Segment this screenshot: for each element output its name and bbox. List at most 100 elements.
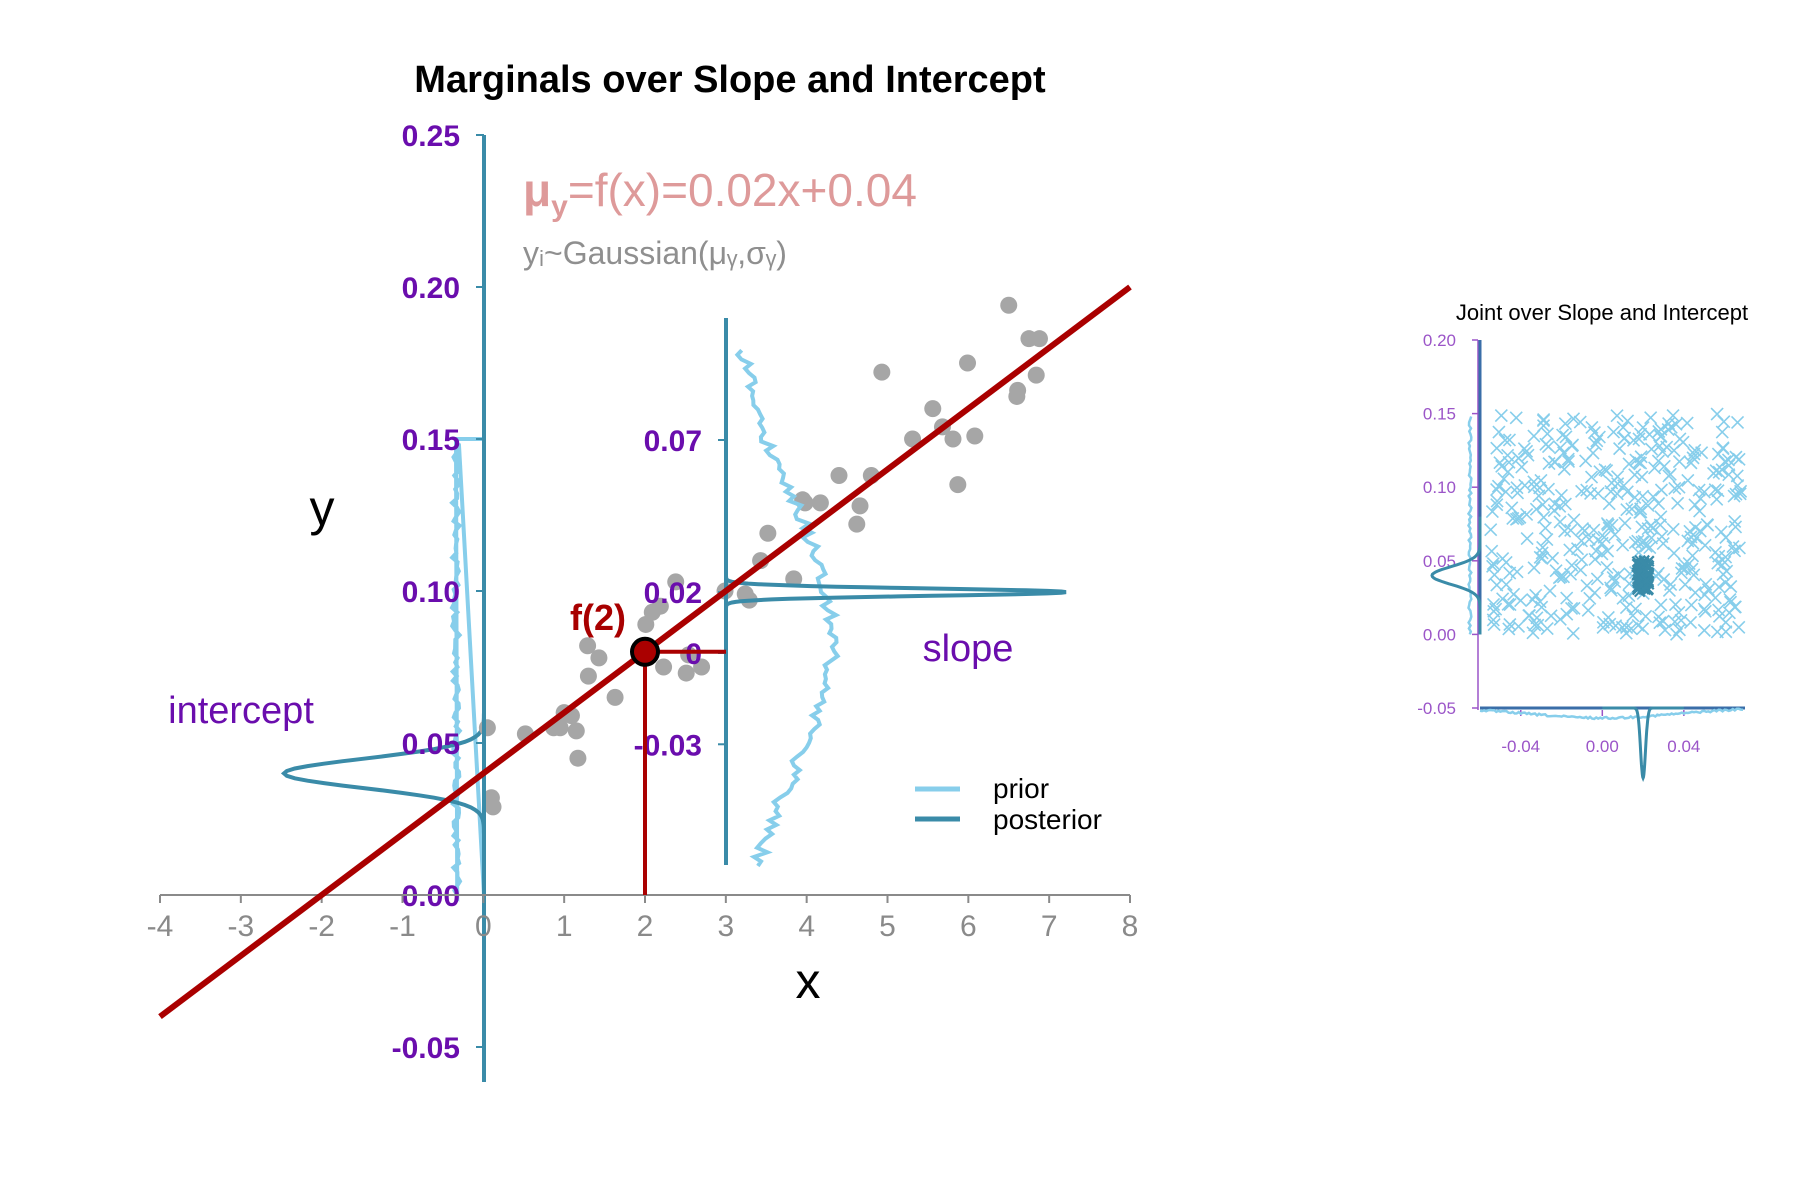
prior-sample <box>1654 598 1668 612</box>
data-point <box>606 688 624 706</box>
prior-sample <box>1632 432 1646 446</box>
prior-sample <box>1616 538 1630 552</box>
prior-sample <box>1644 411 1658 425</box>
prior-sample <box>1601 610 1615 624</box>
prior-sample <box>1558 497 1572 511</box>
prior-sample <box>1724 579 1738 594</box>
data-point <box>851 497 869 515</box>
prior-sample <box>1545 551 1560 565</box>
joint-x-tick-label: -0.04 <box>1501 737 1540 756</box>
prior-sample <box>1554 488 1568 503</box>
prior-sample <box>1719 530 1733 545</box>
prior-sample <box>1598 463 1612 477</box>
prior-sample <box>1634 450 1648 464</box>
prior-sample <box>1582 532 1596 546</box>
prior-sample <box>1610 470 1625 484</box>
prior-sample <box>1684 530 1698 544</box>
data-point <box>759 524 777 542</box>
prior-sample <box>1537 413 1551 427</box>
prior-sample <box>1604 583 1618 597</box>
prior-sample <box>1671 496 1685 510</box>
prior-sample <box>1723 595 1738 609</box>
prior-sample <box>1620 503 1634 517</box>
x-tick-label: -2 <box>308 910 335 943</box>
prior-sample <box>1693 524 1707 538</box>
prior-sample <box>1541 439 1556 454</box>
prior-sample <box>1501 448 1515 462</box>
data-point <box>655 658 673 676</box>
prior-sample <box>1620 414 1635 428</box>
prior-sample <box>1503 598 1517 612</box>
joint-x-tick-label: 0.00 <box>1586 737 1619 756</box>
prior-sample <box>1710 407 1724 421</box>
x-tick-label: 4 <box>798 910 815 943</box>
x-axis-label: x <box>796 953 821 1009</box>
prior-sample <box>1560 591 1574 605</box>
equation-rest: =f(x)=0.02x+0.04 <box>568 164 917 216</box>
prior-sample <box>1662 416 1676 431</box>
x-tick-label: 6 <box>960 910 977 943</box>
prior-sample <box>1490 498 1504 512</box>
data-point <box>1009 381 1027 399</box>
f2-point <box>630 636 660 667</box>
prior-sample <box>1588 552 1602 566</box>
prior-sample <box>1511 619 1526 633</box>
prior-sample <box>1619 601 1634 615</box>
prior-sample <box>1601 544 1615 558</box>
prior-sample <box>1520 531 1534 546</box>
prior-sample <box>1687 447 1701 461</box>
prior-sample <box>1587 425 1601 440</box>
prior-sample <box>1535 546 1549 560</box>
prior-sample <box>1628 490 1642 504</box>
prior-sample <box>1502 622 1516 636</box>
prior-sample <box>1561 454 1576 469</box>
prior-sample <box>1559 430 1573 444</box>
prior-sample <box>1553 441 1568 455</box>
prior-sample <box>1567 601 1581 615</box>
y-tick-label: -0.05 <box>392 1032 460 1065</box>
equation-mu: μ <box>523 164 551 216</box>
prior-sample <box>1685 562 1699 576</box>
prior-sample <box>1673 432 1687 446</box>
prior-sample <box>1526 626 1540 640</box>
prior-sample <box>1620 620 1634 634</box>
slope-axis-ticks: 0.070.020-0.03 <box>634 425 726 762</box>
data-point <box>830 466 848 484</box>
joint-y-tick-label: 0.15 <box>1423 405 1456 424</box>
joint-y-tick-label: 0.10 <box>1423 478 1456 497</box>
data-point <box>924 400 942 418</box>
prior-sample <box>1602 521 1616 535</box>
prior-sample <box>1723 592 1737 607</box>
prior-sample <box>1510 486 1525 500</box>
prior-sample <box>1732 620 1746 634</box>
posterior-sample <box>1642 559 1654 572</box>
prior-sample <box>1610 409 1624 423</box>
prior-sample <box>1600 560 1614 574</box>
prior-sample <box>1712 580 1726 594</box>
prior-sample <box>1521 448 1535 462</box>
prior-sample <box>1593 465 1607 479</box>
x-tick-label: -3 <box>227 910 254 943</box>
f2-label: f(2) <box>570 597 626 638</box>
prior-sample <box>1505 501 1519 515</box>
data-point <box>677 664 695 682</box>
prior-sample <box>1574 563 1588 577</box>
prior-sample <box>1575 484 1589 498</box>
prior-sample <box>1684 456 1698 470</box>
prior-sample <box>1606 425 1621 439</box>
prior-sample <box>1498 433 1512 447</box>
f2-marker <box>630 636 726 895</box>
prior-sample <box>1684 598 1698 612</box>
prior-sample <box>1503 566 1517 580</box>
prior-sample <box>1537 510 1551 524</box>
data-point <box>966 427 984 445</box>
prior-sample <box>1688 443 1702 457</box>
prior-sample <box>1485 544 1499 558</box>
prior-sample <box>1617 479 1631 493</box>
prior-sample <box>1666 409 1680 423</box>
prior-sample <box>1701 583 1715 597</box>
prior-sample <box>1730 469 1744 483</box>
slope-tick-label: 0.07 <box>644 425 702 458</box>
prior-sample <box>1536 419 1551 433</box>
